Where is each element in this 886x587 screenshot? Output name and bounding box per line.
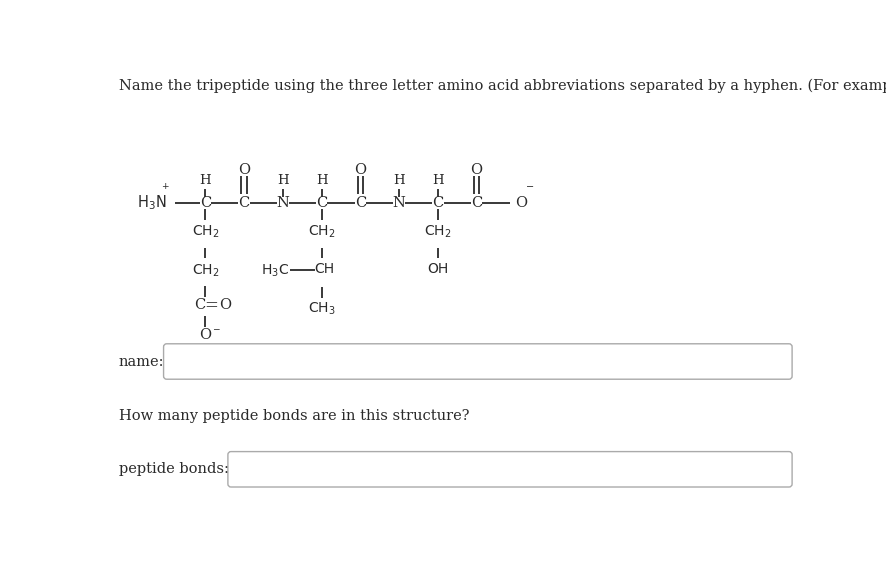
- Text: −: −: [212, 324, 220, 333]
- Text: CH: CH: [314, 262, 334, 276]
- Text: How many peptide bonds are in this structure?: How many peptide bonds are in this struc…: [119, 409, 469, 423]
- Text: Name the tripeptide using the three letter amino acid abbreviations separated by: Name the tripeptide using the three lett…: [119, 78, 886, 93]
- Text: N: N: [392, 196, 405, 210]
- Text: O: O: [470, 163, 482, 177]
- Text: O: O: [237, 163, 250, 177]
- Text: C: C: [238, 196, 250, 210]
- Text: $\mathregular{H_3N}$: $\mathregular{H_3N}$: [137, 194, 167, 212]
- Text: peptide bonds:: peptide bonds:: [119, 463, 229, 476]
- Text: C: C: [354, 196, 366, 210]
- Text: C: C: [470, 196, 482, 210]
- Text: $\mathregular{CH_2}$: $\mathregular{CH_2}$: [191, 224, 219, 240]
- Text: $\mathregular{CH_2}$: $\mathregular{CH_2}$: [307, 224, 335, 240]
- Text: O: O: [515, 196, 527, 210]
- Text: +: +: [161, 183, 168, 191]
- Text: name:: name:: [119, 355, 164, 369]
- Text: $\mathregular{CH_2}$: $\mathregular{CH_2}$: [424, 224, 451, 240]
- Text: H: H: [199, 174, 211, 187]
- Text: C: C: [315, 196, 327, 210]
- Text: H: H: [276, 174, 289, 187]
- FancyBboxPatch shape: [228, 451, 791, 487]
- Text: C: C: [199, 196, 211, 210]
- Text: H: H: [315, 174, 327, 187]
- Text: $\mathregular{CH_2}$: $\mathregular{CH_2}$: [191, 262, 219, 279]
- Text: C: C: [431, 196, 443, 210]
- Text: O: O: [354, 163, 366, 177]
- Text: H: H: [431, 174, 443, 187]
- Text: H: H: [392, 174, 405, 187]
- FancyBboxPatch shape: [163, 344, 791, 379]
- Text: $\mathregular{H_3C}$: $\mathregular{H_3C}$: [260, 262, 289, 279]
- Text: O: O: [219, 298, 230, 312]
- Text: =: =: [204, 298, 218, 315]
- Text: −: −: [525, 182, 533, 192]
- Text: C: C: [194, 298, 206, 312]
- Text: N: N: [276, 196, 289, 210]
- Text: OH: OH: [427, 262, 448, 276]
- Text: O: O: [199, 328, 211, 342]
- Text: $\mathregular{CH_3}$: $\mathregular{CH_3}$: [307, 301, 335, 317]
